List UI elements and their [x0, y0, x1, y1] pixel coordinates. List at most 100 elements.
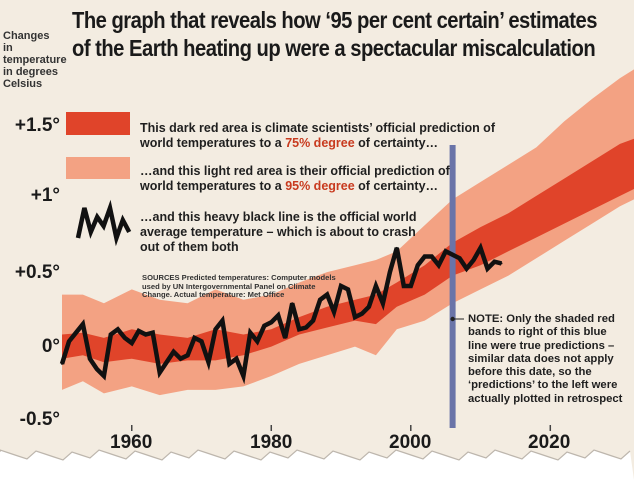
y-axis-label-line: Celsius [3, 78, 43, 90]
actual-temperature-point [81, 323, 84, 326]
actual-temperature-point [361, 312, 363, 315]
actual-temperature-point [235, 357, 238, 360]
actual-temperature-point [186, 354, 189, 357]
actual-temperature-point [95, 368, 98, 371]
actual-temperature-point [493, 260, 496, 263]
actual-temperature-point [388, 271, 391, 274]
sources-text: SOURCES Predicted temperatures: Computer… [142, 273, 336, 300]
actual-temperature-point [326, 293, 329, 296]
prediction-start-marker [449, 145, 456, 428]
headline-line-2: of the Earth heating up were a spectacul… [72, 35, 596, 61]
y-tick-label: -0.5° [19, 409, 60, 430]
actual-temperature-point [354, 316, 356, 319]
actual-temperature-point [61, 362, 63, 365]
y-tick-label: +1.5° [14, 115, 60, 136]
legend-text-part: of certainty… [354, 136, 439, 150]
legend-text-part: of certainty… [354, 179, 439, 193]
x-tick-label: 1980 [250, 432, 293, 453]
actual-temperature-point [395, 246, 398, 249]
actual-temperature-point [200, 340, 203, 343]
actual-temperature-point [374, 285, 377, 287]
actual-temperature-point [402, 285, 405, 287]
actual-temperature-point [144, 333, 147, 336]
y-axis-label: Changes in temperature in degrees Celsiu… [3, 30, 67, 90]
legend-black-line-text: …and this heavy black line is the offici… [140, 210, 417, 254]
y-axis-label-line: in degrees [3, 66, 59, 78]
actual-temperature-point [172, 350, 175, 353]
y-axis-label-line: Changes in [3, 30, 50, 54]
actual-temperature-point [242, 375, 245, 377]
actual-temperature-line [59, 242, 503, 385]
actual-temperature-point [347, 288, 349, 291]
actual-temperature-point [472, 259, 475, 261]
actual-temperature-point [228, 362, 231, 365]
actual-temperature-point [193, 336, 196, 339]
y-tick-label: +1° [30, 185, 60, 206]
actual-temperature-point [88, 357, 91, 360]
actual-temperature-point [68, 340, 70, 343]
legend-light-swatch [66, 157, 130, 179]
x-tick-label: 2000 [389, 432, 432, 453]
actual-temperature-point [179, 357, 182, 360]
actual-temperature-point [458, 257, 461, 260]
y-tick-label: +0.5° [14, 262, 60, 283]
actual-temperature-point [430, 255, 433, 258]
actual-temperature-point [367, 305, 370, 308]
actual-temperature-point [291, 302, 294, 305]
legend-dark-swatch [66, 112, 130, 135]
actual-temperature-point [102, 375, 105, 377]
actual-temperature-point [423, 255, 426, 258]
actual-temperature-point [75, 331, 77, 334]
light-band-95 [62, 69, 634, 396]
actual-temperature-point [381, 302, 384, 305]
actual-temperature-point [256, 340, 259, 343]
actual-temperature-point [312, 319, 315, 322]
actual-temperature-point [130, 342, 133, 345]
legend-highlight: 95% degree [285, 179, 355, 193]
y-tick-label: 0° [41, 336, 60, 357]
actual-temperature-point [340, 285, 342, 287]
actual-temperature-point [151, 331, 154, 334]
actual-temperature-point [284, 336, 287, 339]
actual-temperature-point [409, 285, 412, 287]
actual-temperature-point [137, 330, 140, 332]
actual-temperature-point [158, 371, 161, 374]
actual-temperature-point [277, 314, 280, 317]
x-tick-label: 2020 [528, 432, 571, 453]
actual-temperature-point [263, 324, 266, 327]
actual-temperature-point [221, 319, 224, 322]
actual-temperature-point [214, 328, 217, 331]
actual-temperature-point [451, 253, 454, 256]
headline: The graph that reveals how ‘95 per cent … [72, 6, 597, 62]
actual-temperature-point [123, 336, 126, 339]
dark-band-75 [62, 138, 634, 364]
actual-temperature-point [109, 333, 112, 336]
actual-temperature-point [207, 361, 210, 364]
legend-light-red-text: …and this light red area is their offici… [140, 164, 480, 194]
actual-temperature-point [305, 326, 308, 329]
legend-line-sample [75, 199, 132, 247]
actual-temperature-point [486, 267, 489, 270]
actual-temperature-point [479, 246, 482, 249]
actual-temperature-point [333, 310, 335, 313]
legend-dark-red-text: This dark red area is climate scientists… [140, 121, 500, 151]
actual-temperature-point [437, 264, 440, 267]
actual-temperature-point [465, 267, 468, 270]
torn-edge-shadow [0, 449, 631, 461]
x-tick-label: 1960 [110, 432, 153, 453]
note-text: NOTE: Only the shaded red bands to right… [468, 313, 623, 405]
actual-temperature-point [319, 298, 322, 301]
actual-temperature-point [298, 328, 301, 331]
actual-temperature-point [500, 262, 503, 265]
actual-temperature-point [416, 264, 419, 267]
actual-temperature-point [444, 250, 447, 253]
legend-text-part: …and this light red area is their offici… [140, 164, 450, 193]
note-connector-dot [450, 316, 455, 322]
actual-temperature-point [116, 328, 119, 331]
actual-temperature-point [270, 321, 273, 324]
y-axis-label-line: temperature [3, 54, 67, 66]
legend-text-part: This dark red area is climate scientists… [140, 121, 495, 150]
headline-line-1: The graph that reveals how ‘95 per cent … [72, 7, 597, 33]
